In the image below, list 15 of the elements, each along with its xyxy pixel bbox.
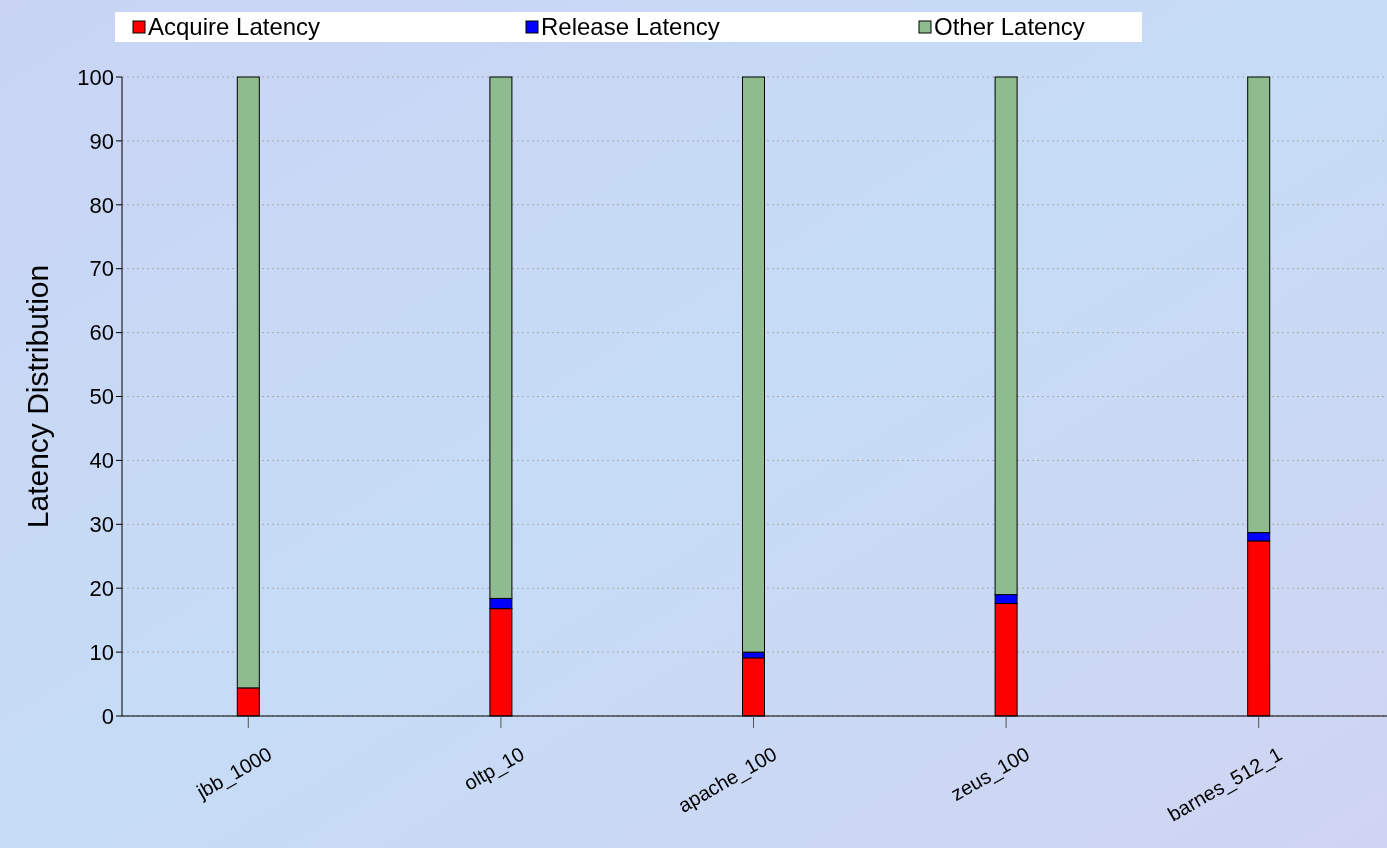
legend-label: Acquire Latency (148, 13, 321, 41)
y-tick-label: 40 (89, 448, 114, 474)
y-tick-label: 0 (101, 703, 114, 729)
y-tick-label: 50 (89, 384, 114, 410)
y-tick-label: 100 (77, 64, 114, 90)
y-tick-label: 10 (89, 639, 114, 665)
y-tick-label: 70 (89, 256, 114, 282)
y-tick-label: 60 (89, 320, 114, 346)
legend-label: Other Latency (934, 13, 1085, 41)
y-tick-label: 20 (89, 575, 114, 601)
y-tick-label: 30 (89, 512, 114, 537)
y-axis-title: Latency Distribution (21, 264, 54, 529)
legend-label: Release Latency (541, 13, 720, 41)
y-tick-label: 80 (89, 192, 114, 218)
y-tick-label: 90 (89, 128, 114, 154)
